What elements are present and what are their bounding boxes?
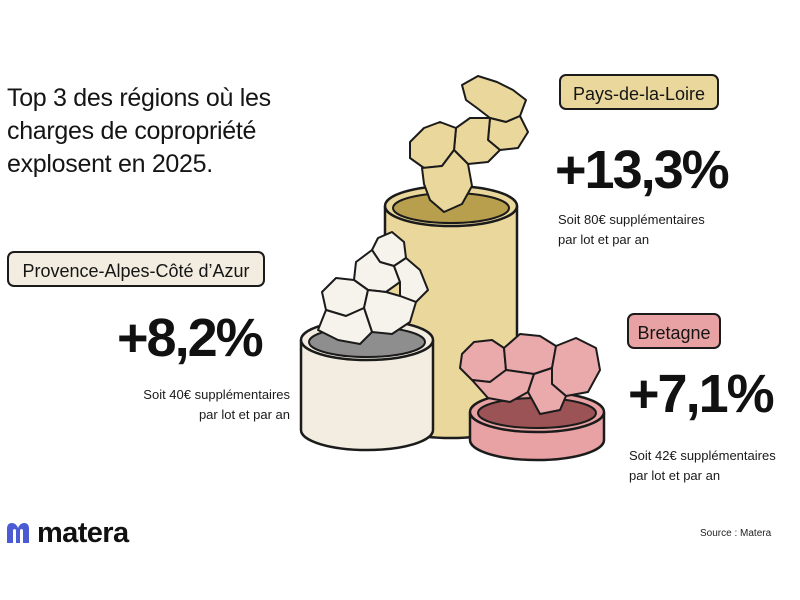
bretagne-label: Bretagne <box>627 313 721 349</box>
bretagne-map <box>459 333 601 415</box>
note-line: Soit 80€ supplémentaires <box>558 212 705 227</box>
note-line: par lot et par an <box>629 468 721 483</box>
note-line: Soit 40€ supplémentaires <box>143 387 290 402</box>
bretagne-note: Soit 42€ supplémentaires par lot et par … <box>629 446 799 486</box>
note-line: Soit 42€ supplémentaires <box>629 448 776 463</box>
note-line: par lot et par an <box>558 232 650 247</box>
provence-note: Soit 40€ supplémentaires par lot et par … <box>90 385 290 425</box>
infographic-title: Top 3 des régions où les charges de copr… <box>7 84 271 178</box>
bretagne-cylinder <box>468 390 606 462</box>
matera-logo[interactable]: matera <box>5 515 129 551</box>
matera-logo-icon <box>7 523 29 543</box>
source-credit: Source : Matera <box>700 528 772 539</box>
provence-map <box>317 231 429 345</box>
note-line: par lot et par an <box>198 407 290 422</box>
pays-de-la-loire-note: Soit 80€ supplémentaires par lot et par … <box>558 210 758 250</box>
pays-de-la-loire-map <box>409 75 529 213</box>
bretagne-change: +7,1% <box>628 364 775 424</box>
provence-label: Provence-Alpes-Côté d’Azur <box>7 251 265 287</box>
pays-de-la-loire-change: +13,3% <box>555 140 730 200</box>
pays-de-la-loire-label: Pays-de-la-Loire <box>559 74 719 110</box>
provence-change: +8,2% <box>117 308 264 368</box>
brand-name: matera <box>37 516 129 549</box>
provence-cylinder <box>299 318 435 452</box>
